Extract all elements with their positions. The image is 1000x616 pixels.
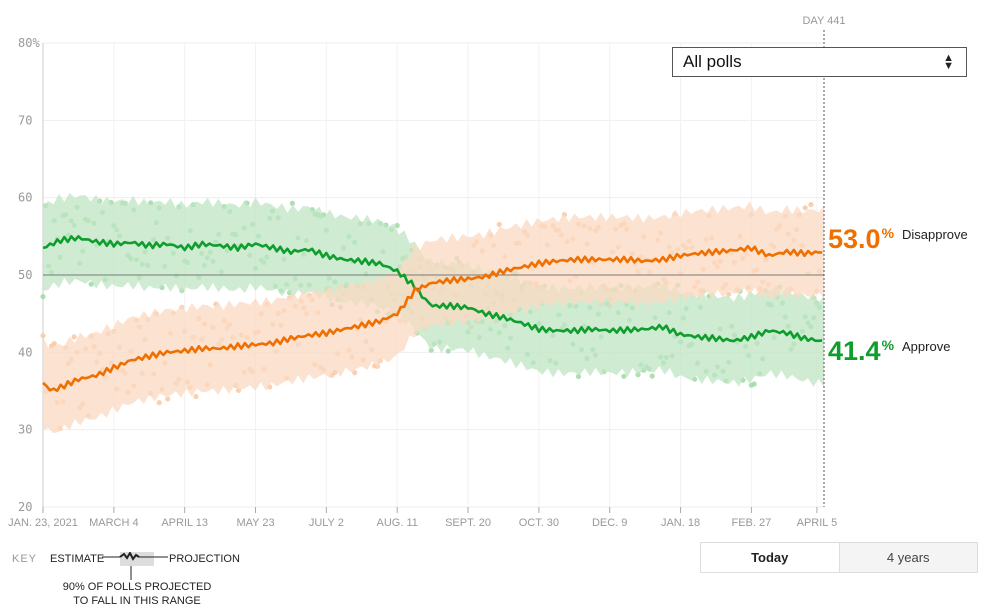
key-projection-label: PROJECTION	[169, 553, 240, 565]
four-years-button[interactable]: 4 years	[838, 543, 977, 572]
poll-dot-disapprove	[802, 205, 808, 211]
x-tick-label: DEC. 9	[592, 517, 627, 529]
poll-dot-disapprove	[193, 393, 199, 400]
disapprove-pct-symbol: %	[881, 225, 895, 241]
select-arrows-icon: ▲ ▼	[943, 52, 954, 72]
key-estimate-label: ESTIMATE	[50, 553, 105, 565]
y-tick-label: 80%	[18, 36, 40, 50]
x-tick-label: MAY 23	[236, 517, 274, 529]
x-tick-label: MARCH 4	[89, 517, 139, 529]
poll-dot-disapprove	[808, 202, 814, 208]
poll-dot-disapprove	[51, 341, 57, 347]
x-tick-label: APRIL 5	[797, 517, 838, 529]
poll-dot-disapprove	[726, 291, 732, 297]
x-tick-label: OCT. 30	[519, 517, 559, 529]
y-tick-label: 20	[18, 500, 32, 514]
y-tick-label: 50	[18, 268, 32, 282]
estimate-line-approve	[42, 235, 823, 343]
axis-labels: 80% 70 60 50 40 30 20 JAN. 23, 2021 MARCH 4 APRIL…	[8, 15, 845, 529]
x-tick-label: JAN. 23, 2021	[8, 517, 78, 529]
poll-dot-approve	[649, 373, 655, 379]
poll-filter-select[interactable]: All polls ▲ ▼	[672, 47, 967, 77]
key-legend-icon	[102, 552, 168, 580]
poll-dot-approve	[40, 294, 46, 300]
confidence-bands	[43, 192, 824, 434]
poll-dot-approve	[445, 348, 451, 354]
x-tick-label: JULY 2	[309, 517, 344, 529]
poll-dot-approve	[428, 347, 434, 353]
approve-pct-symbol: %	[881, 337, 895, 353]
x-tick-label: APRIL 13	[161, 517, 208, 529]
x-tick-label: JAN. 18	[661, 517, 700, 529]
poll-dot-approve	[751, 381, 757, 387]
poll-dot-approve	[575, 373, 582, 380]
approval-chart: 80% 70 60 50 40 30 20 JAN. 23, 2021 MARCH 4 APRIL…	[8, 15, 845, 529]
key-title: KEY	[12, 553, 38, 565]
estimate-line-disapprove	[42, 244, 823, 393]
poll-dot-approve	[394, 222, 400, 229]
key-note-line1: 90% OF POLLS PROJECTED	[62, 581, 212, 593]
x-tick-label: SEPT. 20	[445, 517, 491, 529]
poll-dot-approve	[621, 373, 627, 379]
disapprove-label: Disapprove	[902, 227, 968, 242]
poll-dot-approve	[289, 200, 295, 206]
y-tick-label: 60	[18, 191, 32, 205]
approve-label: Approve	[902, 339, 951, 354]
today-button[interactable]: Today	[701, 543, 839, 572]
approve-value: 41.4	[828, 336, 881, 366]
poll-dot-disapprove	[156, 400, 162, 406]
key-range-note: 90% OF POLLS PROJECTED TO FALL IN THIS R…	[52, 580, 222, 608]
today-marker-label: DAY 441	[802, 15, 845, 27]
y-tick-label: 40	[18, 345, 32, 359]
approve-readout: 41.4 % Approve	[828, 336, 950, 367]
x-tick-label: AUG. 11	[377, 517, 418, 529]
y-tick-label: 30	[18, 423, 32, 437]
poll-dot-disapprove	[40, 333, 46, 339]
x-tick-label: FEB. 27	[732, 517, 772, 529]
estimate-lines	[42, 30, 825, 507]
poll-dot-disapprove	[352, 370, 358, 376]
poll-dot-approve	[88, 281, 94, 287]
disapprove-readout: 53.0 % Disapprove	[828, 224, 968, 255]
poll-dot-disapprove	[165, 396, 171, 402]
poll-filter-value: All polls	[683, 52, 742, 71]
time-range-toggle: Today 4 years	[700, 542, 978, 573]
poll-dot-disapprove	[71, 334, 77, 340]
poll-dot-disapprove	[496, 221, 502, 227]
y-tick-label: 70	[18, 113, 32, 127]
key-note-line2: TO FALL IN THIS RANGE	[73, 595, 201, 607]
disapprove-value: 53.0	[828, 224, 881, 254]
key-estimate-line	[119, 552, 140, 561]
